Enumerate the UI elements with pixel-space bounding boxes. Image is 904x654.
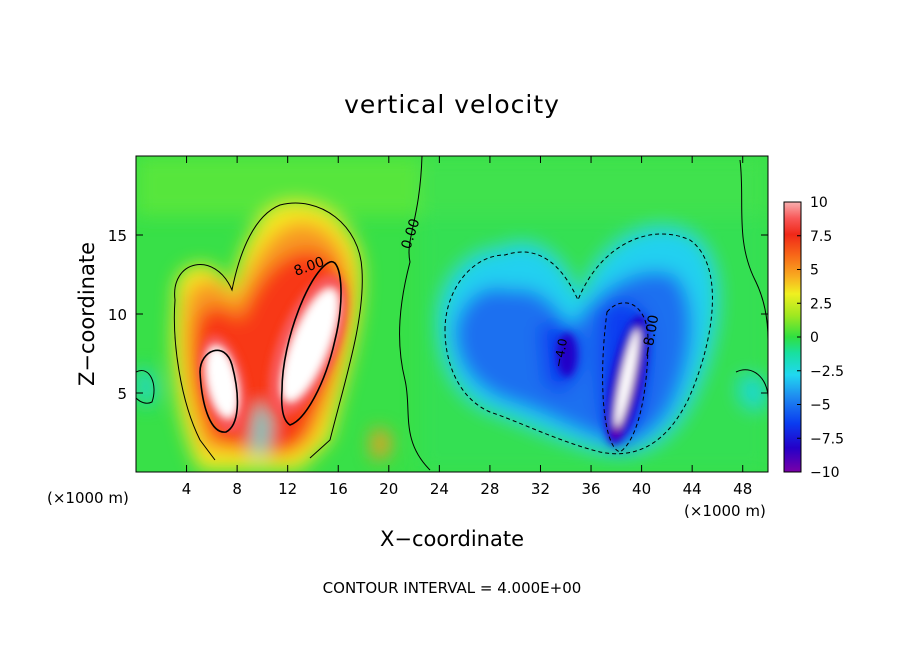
x-tick-label: 4 (182, 480, 192, 498)
x-tick-label: 28 (480, 480, 499, 498)
colorbar-ticks: 10 7.5 5 2.5 0 −2.5 −5 −7.5 −10 (797, 195, 844, 481)
x-tick-label: 20 (379, 480, 398, 498)
y-tick-label: 10 (108, 306, 127, 324)
x-tick-label: 44 (683, 480, 702, 498)
colorbar-tick-label: −2.5 (810, 364, 844, 380)
x-axis-ticks: 4 8 12 16 20 24 28 32 36 40 44 48 (182, 156, 752, 498)
y-axis-label: Z−coordinate (75, 242, 99, 386)
colorbar-tick-label: −7.5 (810, 431, 844, 447)
x-tick-label: 32 (531, 480, 550, 498)
contour-label-neg8: −8.00 (639, 314, 662, 359)
x-tick-label: 8 (232, 480, 242, 498)
x-tick-label: 16 (329, 480, 348, 498)
x-axis-label: X−coordinate (380, 527, 524, 551)
y-axis-ticks: 5 10 15 (108, 227, 768, 403)
y-tick-label: 15 (108, 227, 127, 245)
x-tick-label: 40 (632, 480, 651, 498)
heatmap-field: 8.00 0.00 −4.0 −8.00 (136, 156, 768, 472)
y-tick-label: 5 (117, 385, 127, 403)
footer-text: CONTOUR INTERVAL = 4.000E+00 (323, 579, 582, 597)
x-unit-right: (×1000 m) (684, 502, 766, 520)
colorbar-tick-label: 0 (810, 330, 819, 346)
colorbar-tick-label: −5 (810, 398, 831, 414)
chart-title: vertical velocity (344, 90, 560, 119)
colorbar-tick-label: 2.5 (810, 296, 832, 312)
x-unit-left: (×1000 m) (47, 489, 129, 507)
x-tick-label: 48 (733, 480, 752, 498)
colorbar-tick-label: 7.5 (810, 229, 832, 245)
x-tick-label: 36 (581, 480, 600, 498)
colorbar-tick-label: −10 (810, 465, 840, 481)
colorbar-tick-label: 5 (810, 263, 819, 279)
x-tick-label: 24 (430, 480, 449, 498)
x-tick-label: 12 (278, 480, 297, 498)
colorbar-tick-label: 10 (810, 195, 828, 211)
contour-label-neg4: −4.0 (551, 337, 570, 368)
